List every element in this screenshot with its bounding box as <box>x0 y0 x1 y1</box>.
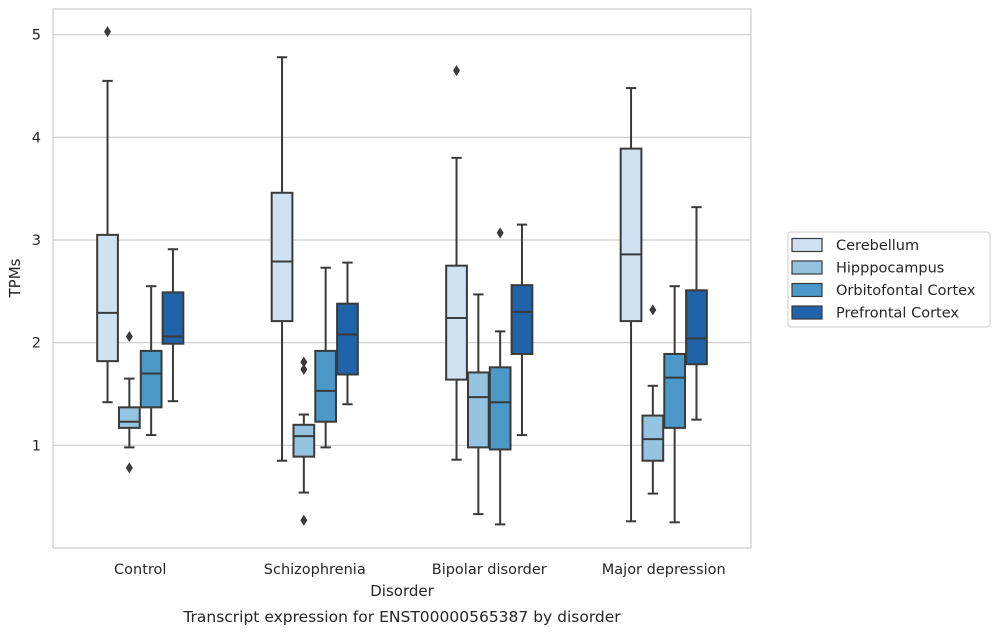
y-tick-label: 2 <box>32 336 41 352</box>
box-hipppocampus-bipolar-disorder <box>466 293 490 516</box>
y-tick-label: 1 <box>32 438 41 454</box>
x-tick-label: Major depression <box>602 562 726 578</box>
box-iqr <box>270 191 294 323</box>
outlier-point <box>496 227 504 239</box>
y-tick-label: 4 <box>32 130 41 146</box>
legend-frame <box>787 231 991 328</box>
box-orbitofontal-cortex-schizophrenia <box>314 266 338 449</box>
legend-swatch <box>791 282 823 298</box>
x-tick-label: Bipolar disorder <box>432 562 547 578</box>
box-iqr <box>663 352 687 429</box>
x-tick-label: Control <box>114 562 166 578</box>
box-iqr <box>466 371 490 449</box>
chart-caption: Transcript expression for ENST0000056538… <box>182 608 621 626</box>
x-axis-label: Disorder <box>370 582 434 600</box>
outlier-point <box>104 26 112 38</box>
box-prefrontal-cortex-major-depression <box>685 206 708 421</box>
box-hipppocampus-control <box>117 331 141 474</box>
box-orbitofontal-cortex-control <box>139 285 163 437</box>
plot-background <box>53 9 751 548</box>
box-iqr <box>641 414 665 462</box>
box-iqr <box>292 423 316 458</box>
box-iqr <box>336 302 359 376</box>
box-orbitofontal-cortex-bipolar-disorder <box>488 227 512 526</box>
y-axis-label: TPMs <box>6 258 24 298</box>
plot-frame <box>52 8 752 549</box>
box-cerebellum-control <box>96 26 119 404</box>
box-iqr <box>685 289 708 366</box>
outlier-point <box>300 356 308 368</box>
box-cerebellum-major-depression <box>619 87 643 523</box>
legend-swatch <box>791 237 823 253</box>
box-iqr <box>445 264 468 381</box>
box-prefrontal-cortex-control <box>161 248 185 403</box>
x-tick-label: Schizophrenia <box>264 562 366 578</box>
box-hipppocampus-schizophrenia <box>292 356 316 526</box>
box-cerebellum-schizophrenia <box>270 56 294 462</box>
box-prefrontal-cortex-schizophrenia <box>336 261 359 406</box>
box-iqr <box>96 233 119 363</box>
box-iqr <box>619 147 643 323</box>
box-orbitofontal-cortex-major-depression <box>663 285 687 524</box>
legend-label: Hipppocampus <box>836 261 944 277</box>
box-iqr <box>488 366 512 451</box>
outlier-point <box>125 331 133 343</box>
legend-swatch <box>791 305 823 320</box>
box-iqr <box>117 406 141 429</box>
outlier-point <box>649 304 657 316</box>
boxes <box>96 26 708 526</box>
outlier-point <box>453 65 461 77</box>
legend-label: Prefrontal Cortex <box>836 306 959 322</box>
y-tick-labels: 1 2 3 4 5 <box>32 28 41 455</box>
outlier-point <box>300 514 308 526</box>
outlier-point <box>125 462 133 474</box>
box-iqr <box>510 284 534 355</box>
box-iqr <box>161 291 185 345</box>
y-tick-label: 3 <box>32 233 41 249</box>
y-tick-label: 5 <box>32 28 41 44</box>
x-tick-labels: Control Schizophrenia Bipolar disorder Majo… <box>114 562 726 578</box>
box-prefrontal-cortex-bipolar-disorder <box>510 223 534 437</box>
box-iqr <box>314 349 338 423</box>
legend-label: Orbitofontal Cortex <box>836 283 976 299</box>
outlier-point <box>300 363 308 375</box>
box-cerebellum-bipolar-disorder <box>445 65 468 461</box>
legend: Cerebellum Hipppocampus Orbitofontal Corte… <box>787 231 991 328</box>
legend-label: Cerebellum <box>836 238 919 254</box>
box-hipppocampus-major-depression <box>641 304 665 495</box>
legend-swatch <box>791 260 823 275</box>
box-iqr <box>139 349 163 409</box>
